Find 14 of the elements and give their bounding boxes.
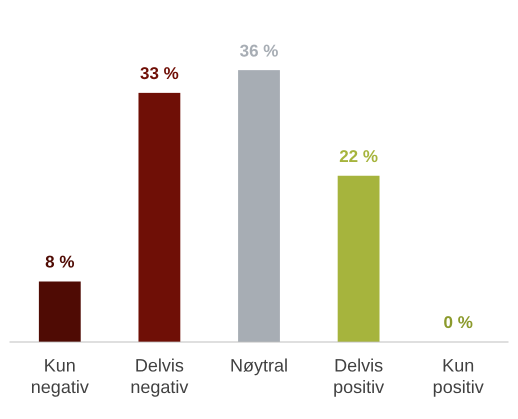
data-label: 8 % [45,252,74,272]
data-label: 36 % [240,41,278,60]
bar [338,176,380,342]
bar [38,281,81,342]
data-label: 22 % [339,146,378,166]
data-label: 33 % [140,64,179,84]
x-tick-label: Delvis positiv [333,356,384,398]
data-label: 0 % [444,312,473,332]
x-tick-label: Nøytral [230,356,288,376]
x-tick-label: Kun positiv [432,356,484,398]
x-tick-label: Kun negativ [30,356,89,398]
x-tick-label: Delvis negativ [130,356,188,398]
bar [138,92,180,342]
bar [238,70,280,342]
